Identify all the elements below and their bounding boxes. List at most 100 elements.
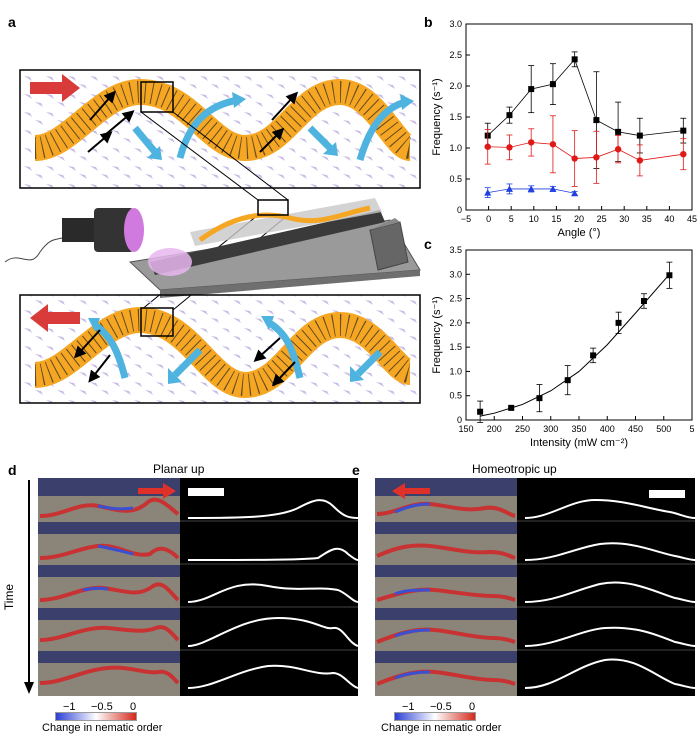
red-arrow-right-icon: [30, 74, 80, 102]
x-tick-label: 35: [642, 214, 652, 224]
panel-d-image: [38, 478, 359, 696]
data-point-black: [506, 112, 513, 119]
data-point-black: [636, 132, 643, 139]
y-tick-label: 0.5: [449, 391, 462, 401]
scale-bar: [188, 488, 224, 496]
data-point-red: [636, 157, 644, 164]
data-point-red: [680, 151, 687, 158]
data-point-black: [666, 272, 673, 279]
zoom-box-bottom: [140, 307, 174, 337]
data-point-blue: [549, 185, 557, 192]
colorbar-e-tick-3: 0: [469, 701, 476, 713]
data-point-black: [477, 408, 484, 415]
time-label: Time: [2, 583, 17, 611]
data-point-black: [590, 352, 597, 359]
y-tick-label: 3.0: [449, 19, 462, 29]
data-point-red: [506, 144, 513, 151]
x-tick-label: 150: [458, 424, 473, 434]
colorbar-e-tick-1: −1: [402, 701, 415, 713]
plot-frame: [465, 249, 693, 421]
x-axis-label: Angle (°): [558, 227, 601, 239]
time-axis: [24, 480, 34, 694]
y-tick-label: 1.5: [449, 112, 462, 122]
y-tick-label: 2.5: [449, 294, 462, 304]
y-tick-label: 2.5: [449, 50, 462, 60]
panel-label-a: a: [8, 14, 16, 30]
lamp-icon: [62, 218, 96, 242]
data-point-black: [536, 395, 543, 402]
y-tick-label: 3.5: [449, 245, 462, 255]
zoom-box-top: [140, 81, 174, 113]
x-tick-label: −5: [461, 214, 471, 224]
data-point-black: [549, 81, 556, 88]
x-tick-label: 350: [571, 424, 586, 434]
data-point-blue: [505, 185, 513, 192]
colorbar-d-tick-3: 0: [130, 701, 137, 713]
plot-frame: [465, 23, 693, 211]
series-line-black: [487, 58, 684, 137]
x-tick-label: 15: [551, 214, 561, 224]
x-tick-label: 450: [628, 424, 643, 434]
y-tick-label: 0: [457, 415, 462, 425]
apparatus: [4, 111, 421, 311]
colorbar-d-tick-1: −1: [63, 701, 76, 713]
colorbar-e-tick-2: −0.5: [430, 701, 452, 713]
colorbar-d-label: Change in nematic order: [42, 722, 163, 734]
red-arrow-left-icon: [30, 304, 80, 332]
y-tick-label: 1.5: [449, 342, 462, 352]
x-tick-label: 10: [529, 214, 539, 224]
data-point-black: [615, 128, 622, 135]
data-point-black: [528, 86, 535, 93]
lce-strip-apparatus: [198, 205, 371, 243]
data-point-red: [484, 143, 491, 150]
colorbar-e: [394, 712, 476, 721]
x-tick-label: 300: [543, 424, 558, 434]
x-tick-label: 20: [574, 214, 584, 224]
x-axis-label: Intensity (mW cm⁻²): [530, 437, 628, 449]
data-point-red: [527, 139, 535, 146]
data-point-black: [571, 56, 578, 63]
experiment-frames-e: [517, 498, 696, 689]
series-line-red: [487, 142, 684, 161]
colorbar-d: [55, 712, 137, 721]
data-point-black: [680, 127, 687, 134]
data-point-red: [571, 155, 578, 162]
scale-bar: [649, 490, 685, 498]
y-axis-label: Frequency (s⁻¹): [431, 296, 443, 373]
red-arrow-left-icon: [392, 483, 430, 499]
x-tick-label: 5: [509, 214, 514, 224]
y-axis-label: Frequency (s⁻¹): [431, 78, 443, 155]
panel-e-title: Homeotropic up: [472, 462, 557, 476]
fit-curve: [480, 273, 670, 417]
x-tick-label: 250: [515, 424, 530, 434]
y-tick-label: 0.5: [449, 174, 462, 184]
data-point-blue: [527, 185, 535, 192]
panel-label-d: d: [8, 462, 17, 478]
panel-a-illustration: [4, 69, 421, 404]
x-tick-label: 5: [689, 424, 694, 434]
y-tick-label: 1.0: [449, 366, 462, 376]
experiment-frames-d: [180, 499, 359, 689]
x-tick-label: 500: [656, 424, 671, 434]
red-arrow-right-icon: [138, 483, 176, 499]
data-point-red: [614, 146, 622, 153]
x-tick-label: 25: [597, 214, 607, 224]
data-point-black: [564, 377, 571, 384]
x-tick-label: 45: [687, 214, 697, 224]
x-tick-label: 30: [619, 214, 629, 224]
data-point-black: [508, 404, 515, 411]
y-tick-label: 0: [457, 205, 462, 215]
x-tick-label: 40: [664, 214, 674, 224]
data-point-red: [593, 154, 600, 161]
colorbar-e-label: Change in nematic order: [381, 722, 502, 734]
top-box: [19, 69, 421, 189]
data-point-black: [615, 319, 622, 326]
data-point-black: [640, 298, 647, 304]
x-tick-label: 200: [487, 424, 502, 434]
y-tick-label: 2.0: [449, 318, 462, 328]
data-point-blue: [484, 189, 492, 196]
data-point-black: [593, 117, 600, 124]
y-tick-label: 1.0: [449, 143, 462, 153]
y-tick-label: 3.0: [449, 269, 462, 279]
panel-label-b: b: [424, 14, 433, 30]
